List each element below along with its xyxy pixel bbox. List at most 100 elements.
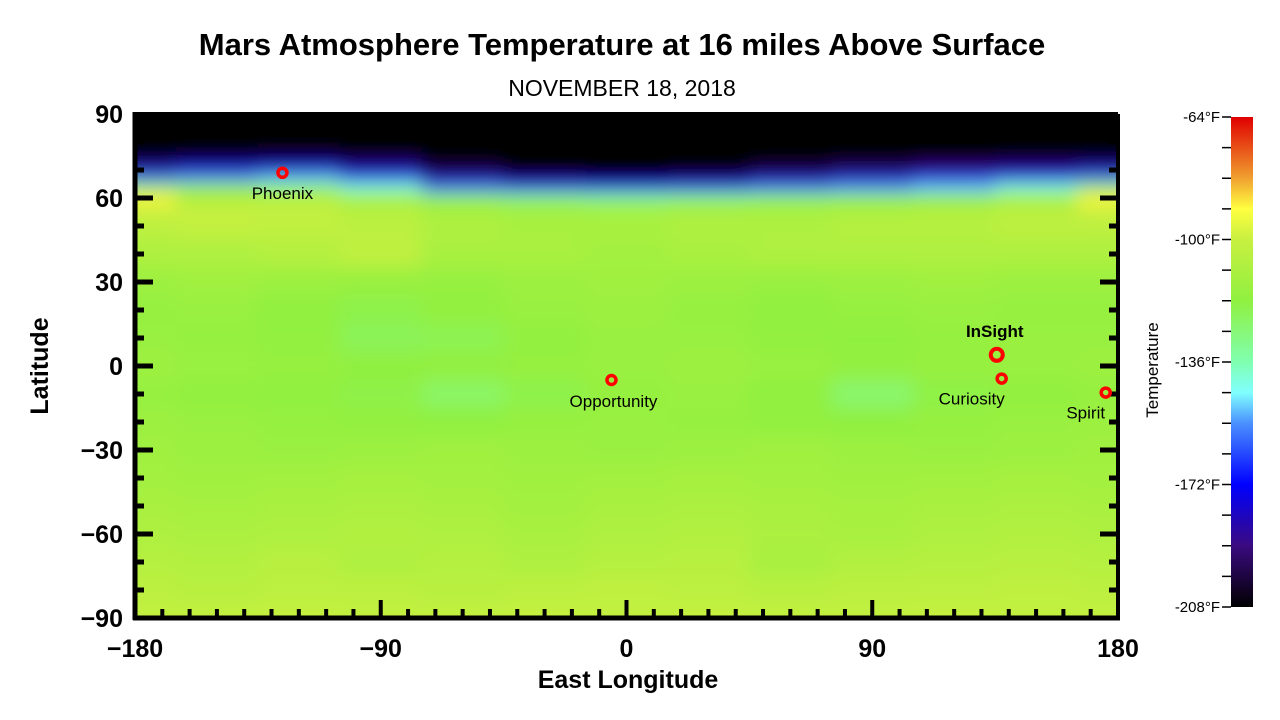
heatmap-cell [749,163,833,176]
heatmap-cell [831,380,915,409]
heatmap-cell [995,520,1079,549]
heatmap-cell [1077,205,1118,220]
heatmap-cell [913,268,997,297]
heatmap-cell [831,163,915,176]
heatmap-cell [257,492,341,521]
heatmap-cell [831,324,915,353]
heatmap-cell [503,149,587,164]
colorbar-tick-label: -208°F [1175,599,1220,616]
heatmap-cell [913,112,997,129]
landing-site-marker [988,346,1005,363]
y-tick-label: −30 [81,437,123,465]
heatmap-cell [831,174,915,184]
heatmap-cell [137,163,177,176]
heatmap-cell [421,182,505,194]
heatmap-cell [913,520,997,549]
heatmap-cell [257,163,341,176]
heatmap-cell [175,149,259,164]
heatmap-cell [257,464,341,493]
heatmap-cell [585,128,669,150]
colorbar-tick-label: -172°F [1175,477,1220,494]
x-axis-label: East Longitude [538,666,719,694]
heatmap-cell [749,128,833,150]
heatmap-cell [1077,128,1118,150]
heatmap-cell [339,380,423,409]
heatmap-cell [667,128,751,150]
heatmap-cell [585,324,669,353]
heatmap-cell [749,268,833,297]
heatmap-cell [339,240,423,269]
heatmap-cell [585,268,669,297]
heatmap-cell [175,268,259,297]
heatmap-cell [257,296,341,325]
heatmap-cell [175,163,259,176]
landing-sites: Phoenix Opportunity InSight Curiosity Spirit [252,166,1112,423]
heatmap-cell [257,182,341,194]
heatmap-cell [339,112,423,129]
heatmap-cell [913,182,997,194]
heatmap-cell [339,268,423,297]
heatmap-cell [175,464,259,493]
heatmap-cell [175,192,259,206]
heatmap-cell [995,352,1079,381]
heatmap-cell [1077,182,1118,194]
heatmap-cell [137,240,177,269]
heatmap-cell [257,352,341,381]
heatmap-cell [995,240,1079,269]
heatmap-cell [913,205,997,220]
heatmap-cell [585,112,669,129]
heatmap-cell [749,464,833,493]
colorbar-label: Temperature [1143,322,1162,417]
heatmap-cell [585,520,669,549]
heatmap-cell [585,149,669,164]
heatmap-cell [749,149,833,164]
heatmap-cell [421,520,505,549]
landing-site-label: InSight [966,322,1024,341]
heatmap-cell [667,464,751,493]
heatmap-cell [995,192,1079,206]
heatmap-cell [667,296,751,325]
heatmap-cell [913,192,997,206]
y-tick-label: 60 [95,185,123,213]
heatmap-cell [749,192,833,206]
heatmap-cell [667,436,751,465]
heatmap-cell [831,219,915,241]
heatmap-cell [667,163,751,176]
heatmap-cell [421,219,505,241]
heatmap-cell [913,174,997,184]
heatmap-cell [175,352,259,381]
heatmap-cell [995,548,1079,577]
y-tick-label: 90 [95,101,123,129]
heatmap-cell [175,324,259,353]
heatmap-cell [339,219,423,241]
heatmap-cell [995,464,1079,493]
heatmap-cell [257,324,341,353]
heatmap-cell [339,436,423,465]
heatmap-cell [175,182,259,194]
heatmap-cell [257,380,341,409]
heatmap-cell [667,240,751,269]
y-tick-label: 0 [109,353,123,381]
heatmap-cell [257,192,341,206]
heatmap-cell [995,128,1079,150]
heatmap-cell [667,174,751,184]
heatmap-cell [995,182,1079,194]
heatmap-cell [585,205,669,220]
heatmap-cell [831,296,915,325]
heatmap-cell [585,408,669,437]
heatmap-cell [995,576,1079,605]
heatmap-cell [995,149,1079,164]
heatmap-cell [585,548,669,577]
x-tick-label: −180 [107,635,163,663]
heatmap-cell [257,128,341,150]
heatmap-cell [667,205,751,220]
heatmap-cell [503,112,587,129]
heatmap-cell [339,205,423,220]
heatmap-cell [503,128,587,150]
heatmap-cell [913,219,997,241]
heatmap-cell [913,464,997,493]
heatmap-cell [257,520,341,549]
heatmap-cell [749,548,833,577]
heatmap-cell [667,380,751,409]
heatmap-cell [175,112,259,129]
